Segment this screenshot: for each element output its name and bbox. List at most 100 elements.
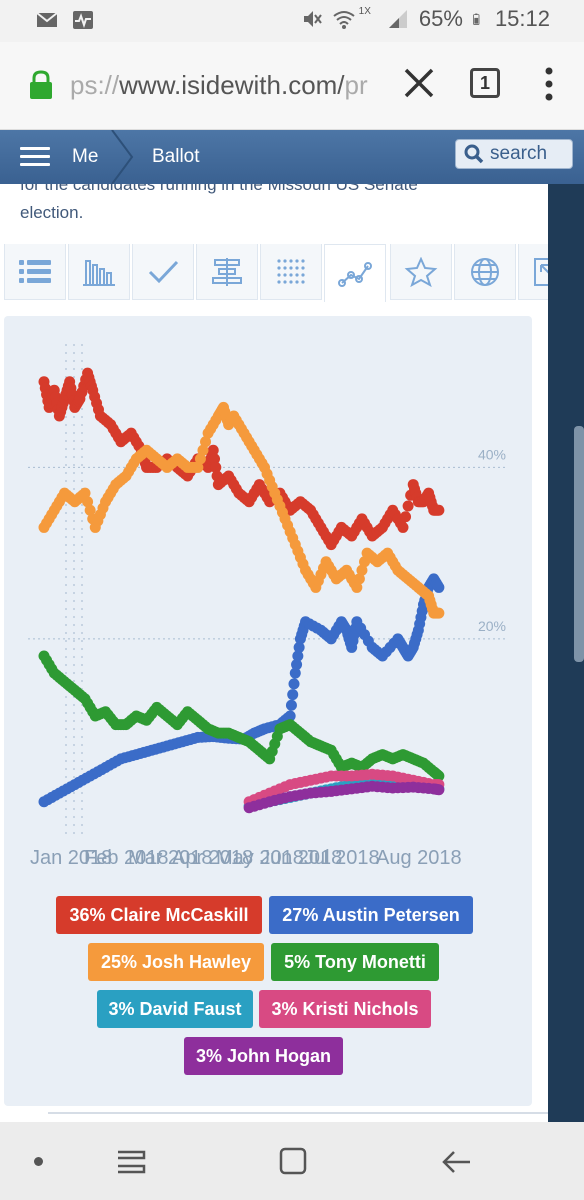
legend-label: 27% Austin Petersen [282,904,460,925]
date-marker-band [65,344,83,836]
tab-dot-grid[interactable] [260,244,322,300]
trend-dot [82,496,94,508]
search-label: search [490,143,548,164]
series-tony-monetti [38,650,445,782]
dot-grid-icon [277,258,305,284]
battery-icon [473,13,480,25]
legend-josh-hawley[interactable]: 25% Josh Hawley [88,943,264,981]
data-point[interactable] [397,521,409,533]
intro-text: for the candidates running in the Missou… [20,184,540,228]
legend-label: 3% David Faust [108,998,242,1019]
wifi-icon [333,11,355,29]
trend-dot [197,444,209,456]
signal-icon [388,10,407,28]
recents-icon[interactable] [114,1148,148,1176]
trend-dot [402,500,414,512]
trend-dot [353,573,365,585]
more-options-icon[interactable] [544,66,554,102]
data-point[interactable] [192,461,204,473]
data-point[interactable] [433,581,445,593]
trend-dot [194,453,206,465]
data-point[interactable] [284,710,296,722]
address-bar: ps://www.isidewith.com/pr 1 [0,42,584,171]
trend-dot [356,564,368,576]
line-chart-icon [338,261,372,287]
x-tick-label: Mar 2018 [128,847,213,869]
legend-label: 25% Josh Hawley [100,951,252,972]
clock: 15:12 [494,6,550,31]
breadcrumb-chevron-icon [111,130,134,184]
x-tick-label: Apr 2018 [172,847,253,869]
mute-icon [303,11,322,27]
breadcrumb-me[interactable]: Me [72,146,99,167]
url-scheme: ps:// [70,70,120,100]
search-button[interactable]: search [455,139,573,169]
legend-label: 5% Tony Monetti [284,951,426,972]
series-josh-hawley [38,401,445,619]
trend-dot [291,659,303,671]
intro-line-1: for the candidates running in the Missou… [20,184,418,194]
tab-globe[interactable] [454,244,516,300]
data-point[interactable] [79,487,91,499]
tab-switcher-button[interactable]: 1 [470,68,500,98]
x-tick-label: Jan 2018 [30,847,112,869]
search-icon [464,144,484,164]
data-point[interactable] [433,607,445,619]
close-icon[interactable] [402,66,436,100]
x-tick-label: Jul 2018 [304,847,380,869]
data-point[interactable] [433,784,445,796]
data-point[interactable] [289,667,301,679]
hamburger-menu-icon[interactable] [20,147,50,167]
url-field[interactable]: ps://www.isidewith.com/pr [70,70,388,101]
x-tick-label: May 2018 [216,847,304,869]
data-point[interactable] [433,770,445,782]
tab-bar-chart[interactable] [68,244,130,300]
network-badge: 1X [358,5,371,17]
series-john-hogan [243,780,445,814]
data-point[interactable] [351,581,363,593]
tab-check[interactable] [132,244,194,300]
scrollbar-thumb[interactable] [574,426,584,662]
legend-claire-mccaskill[interactable]: 36% Claire McCaskill [56,896,262,934]
mail-icon [36,12,58,27]
list-icon [19,259,51,283]
status-bar: 1X 65% 15:12 [0,0,584,42]
data-point[interactable] [433,504,445,516]
tab-line-chart[interactable] [324,244,386,302]
url-host: www.isidewith.com/ [119,70,345,100]
trend-dot [288,678,300,690]
view-tabs [0,244,584,302]
home-icon[interactable] [278,1146,308,1176]
legend-austin-petersen[interactable]: 27% Austin Petersen [269,896,473,934]
data-point[interactable] [207,444,219,456]
tab-star[interactable] [390,244,452,300]
legend-john-hogan[interactable]: 3% John Hogan [184,1037,343,1075]
url-tail: pr [344,70,368,100]
tab-list[interactable] [4,244,66,300]
dot-icon[interactable] [34,1157,43,1166]
trend-dot [285,699,297,711]
system-nav-bar [0,1122,584,1200]
back-icon[interactable] [440,1148,474,1176]
trend-dot [287,689,299,701]
site-nav: Me Ballot search [0,130,584,184]
activity-icon [73,11,93,29]
legend-label: 36% Claire McCaskill [69,904,249,925]
trend-dot [293,641,305,653]
divider [48,1112,548,1114]
chart-panel: 40% 20% Jan 2018 Feb 2018 Mar 2018 Apr 2018 Ma… [4,316,532,1106]
checkmark-icon [148,260,179,283]
legend-david-faust[interactable]: 3% David Faust [97,990,253,1028]
x-tick-label: Feb 2018 [84,847,169,869]
legend-tony-monetti[interactable]: 5% Tony Monetti [271,943,439,981]
trend-dot [210,461,222,473]
bar-chart-icon [83,259,115,286]
star-icon [404,256,438,287]
trend-dot [200,436,212,448]
align-center-icon [212,257,242,286]
breadcrumb-ballot[interactable]: Ballot [152,146,200,167]
tab-align[interactable] [196,244,258,300]
x-tick-label: Aug 2018 [376,847,462,869]
legend-kristi-nichols[interactable]: 3% Kristi Nichols [259,990,431,1028]
